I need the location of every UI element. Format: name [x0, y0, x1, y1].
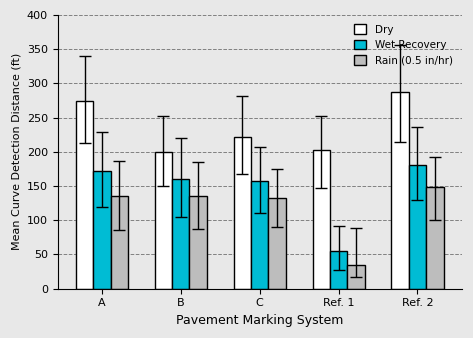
Bar	[155, 152, 172, 289]
Bar	[392, 92, 409, 289]
Bar	[251, 181, 268, 289]
Bar	[330, 251, 347, 289]
Bar	[234, 137, 251, 289]
Y-axis label: Mean Curve Detection Distance (ft): Mean Curve Detection Distance (ft)	[11, 53, 21, 250]
Bar	[426, 187, 444, 289]
Bar	[190, 196, 207, 289]
Bar	[409, 165, 426, 289]
Bar	[313, 150, 330, 289]
Legend: Dry, Wet Recovery, Rain (0.5 in/hr): Dry, Wet Recovery, Rain (0.5 in/hr)	[350, 20, 456, 70]
Bar	[93, 171, 111, 289]
Bar	[347, 265, 365, 289]
Bar	[111, 196, 128, 289]
X-axis label: Pavement Marking System: Pavement Marking System	[176, 314, 343, 327]
Bar	[76, 101, 93, 289]
Bar	[268, 198, 286, 289]
Bar	[172, 179, 190, 289]
